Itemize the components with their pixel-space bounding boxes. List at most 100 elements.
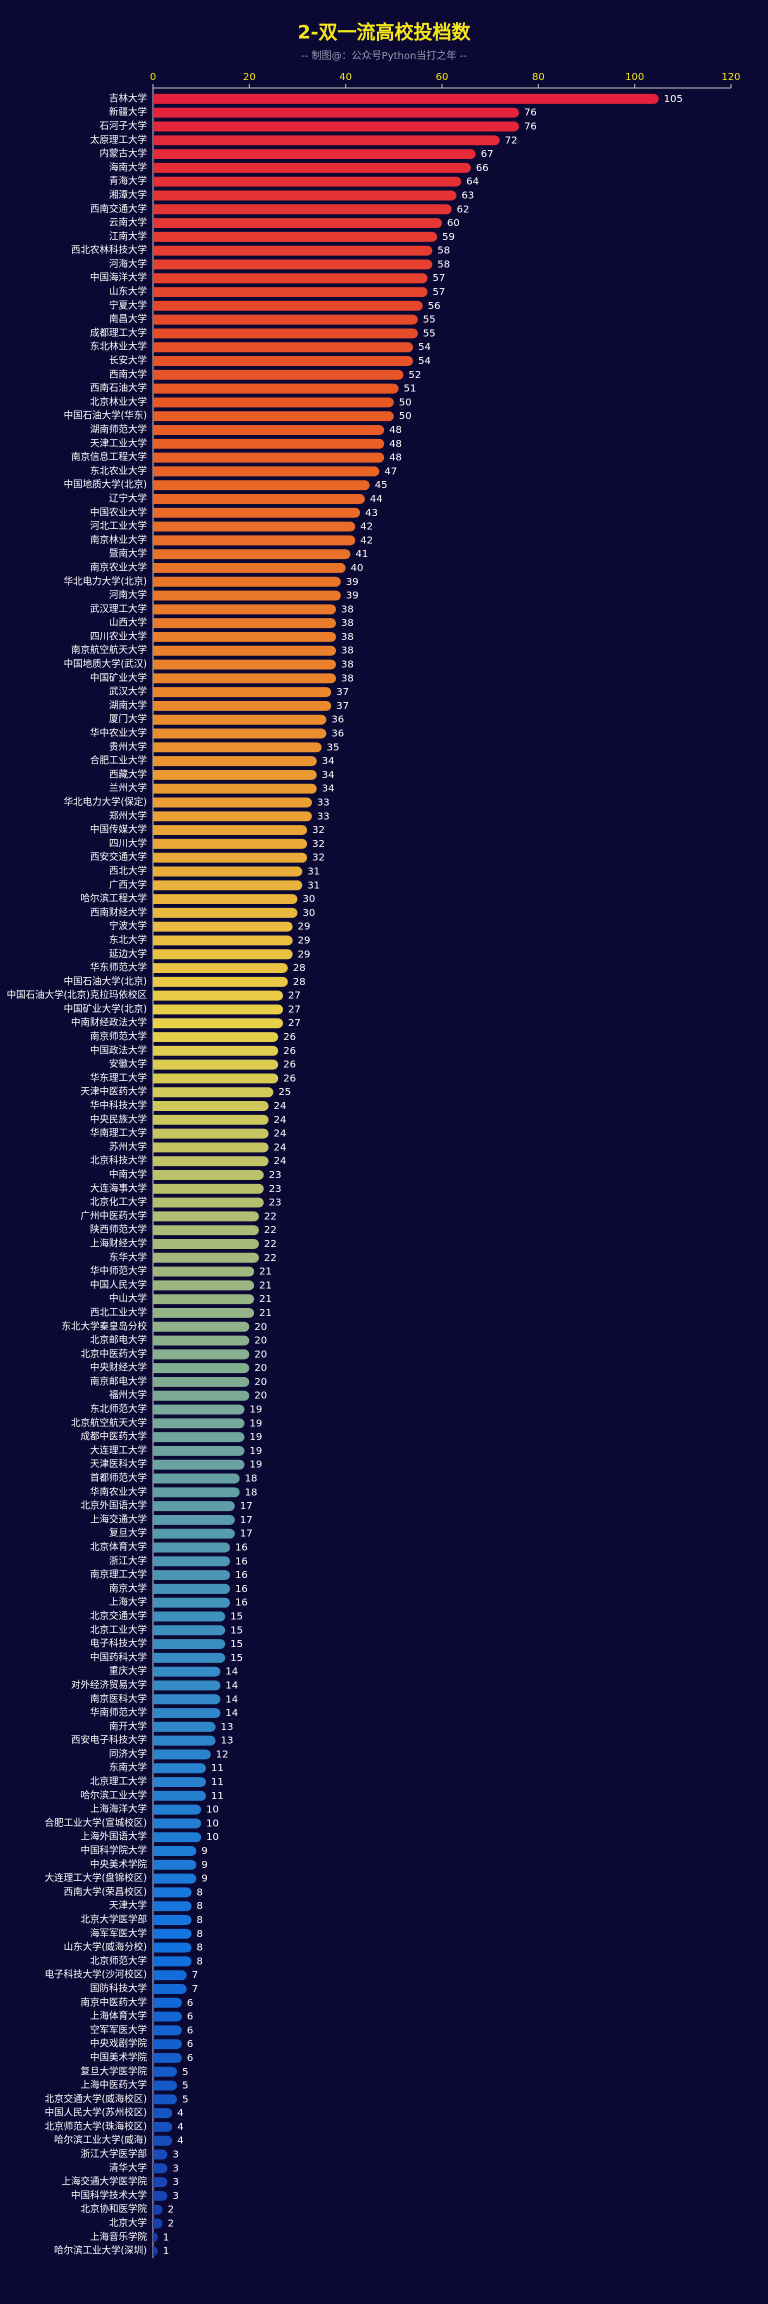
bar: [153, 190, 457, 201]
bar: [153, 2094, 178, 2105]
y-tick-label: 南开大学: [109, 1720, 147, 1732]
value-label: 27: [288, 1018, 301, 1029]
bar: [153, 245, 433, 256]
y-tick-label: 中南财经政法大学: [71, 1017, 147, 1029]
y-tick-label: 北京外国语大学: [80, 1500, 147, 1512]
y-tick-label: 南京师范大学: [90, 1031, 147, 1043]
y-tick-label: 东北林业大学: [90, 341, 147, 353]
value-label: 44: [370, 494, 383, 505]
y-tick-label: 中央民族大学: [90, 1113, 147, 1125]
bar: [153, 1846, 197, 1856]
bar: [153, 176, 462, 187]
value-label: 14: [225, 1667, 238, 1678]
bar: [153, 259, 433, 270]
value-label: 28: [293, 977, 306, 988]
bar: [153, 1639, 226, 1650]
y-tick-label: 合肥工业大学(宣城校区): [45, 1817, 147, 1829]
bar: [153, 438, 385, 449]
y-tick-label: 湖南师范大学: [90, 424, 147, 436]
y-tick-label: 中国矿业大学(北京): [64, 1003, 147, 1015]
value-label: 59: [442, 232, 455, 243]
bar: [153, 2066, 178, 2077]
y-tick-label: 清华大学: [109, 2162, 147, 2174]
value-label: 2: [168, 2219, 174, 2230]
y-tick-label: 大连海事大学: [90, 1182, 147, 1194]
y-tick-label: 暨南大学: [109, 548, 147, 560]
y-tick-label: 上海体育大学: [90, 2010, 147, 2022]
y-tick-label: 对外经济贸易大学: [71, 1679, 147, 1691]
bar: [153, 1404, 245, 1415]
value-label: 24: [274, 1101, 287, 1112]
value-label: 63: [461, 190, 474, 201]
y-tick-label: 湘潭大学: [109, 189, 147, 201]
bar: [153, 1252, 259, 1263]
y-tick-label: 北京中医药大学: [80, 1348, 147, 1360]
y-tick-label: 华南师范大学: [90, 1707, 147, 1719]
y-tick-label: 北京工业大学: [90, 1624, 147, 1636]
bar: [153, 1542, 231, 1553]
value-label: 20: [254, 1336, 267, 1347]
y-tick-label: 中国地质大学(武汉): [64, 658, 147, 670]
bar: [153, 1432, 245, 1443]
y-tick-label: 成都理工大学: [90, 327, 147, 339]
x-tick-label: 20: [243, 72, 256, 83]
bar: [153, 1873, 197, 1884]
bar: [153, 287, 428, 298]
y-tick-label: 西南大学: [109, 368, 147, 380]
y-tick-label: 大连理工大学(盘锦校区): [45, 1872, 147, 1884]
bar: [153, 2039, 182, 2050]
value-label: 3: [172, 2191, 178, 2202]
bar: [153, 300, 423, 311]
value-label: 11: [211, 1791, 224, 1802]
value-label: 51: [404, 384, 417, 395]
value-label: 58: [437, 259, 450, 270]
value-label: 16: [235, 1598, 248, 1609]
bar: [153, 714, 327, 725]
value-label: 4: [177, 2136, 183, 2147]
y-tick-label: 中央美术学院: [90, 1858, 148, 1870]
y-tick-label: 华东师范大学: [90, 962, 147, 974]
value-label: 26: [283, 1032, 296, 1043]
bar: [153, 1611, 226, 1622]
value-label: 62: [457, 204, 470, 215]
y-tick-label: 西安电子科技大学: [71, 1734, 147, 1746]
value-label: 105: [664, 94, 683, 105]
value-label: 41: [355, 549, 368, 560]
bar: [153, 1694, 221, 1705]
bar: [153, 1018, 284, 1029]
bar: [153, 1487, 240, 1498]
y-tick-label: 中国传媒大学: [90, 824, 147, 836]
y-tick-label: 中国矿业大学: [90, 672, 147, 684]
value-label: 27: [288, 1004, 301, 1015]
value-label: 5: [182, 2081, 188, 2092]
value-label: 45: [375, 480, 388, 491]
y-tick-label: 河海大学: [109, 258, 147, 270]
value-label: 6: [187, 2025, 193, 2036]
bar: [153, 1832, 202, 1843]
bar: [153, 218, 442, 229]
value-label: 31: [307, 866, 320, 877]
bar: [153, 1101, 269, 1111]
bar: [153, 728, 327, 739]
bar: [153, 1708, 221, 1719]
bar: [153, 949, 293, 960]
bar: [153, 549, 351, 560]
value-label: 38: [341, 673, 354, 684]
value-label: 9: [201, 1860, 207, 1871]
value-label: 2: [168, 2205, 174, 2216]
y-tick-label: 东华大学: [109, 1251, 147, 1263]
value-label: 55: [423, 315, 436, 326]
y-tick-label: 北京师范大学: [90, 1955, 147, 1967]
y-tick-label: 南京信息工程大学: [71, 451, 147, 463]
y-tick-label: 西南大学(荣昌校区): [64, 1886, 147, 1898]
y-tick-label: 青海大学: [109, 175, 147, 187]
value-label: 32: [312, 839, 325, 850]
value-label: 4: [177, 2108, 183, 2119]
y-tick-label: 山东大学(威海分校): [64, 1941, 147, 1953]
y-tick-label: 天津医科大学: [90, 1458, 147, 1470]
value-label: 22: [264, 1225, 277, 1236]
value-label: 30: [303, 908, 316, 919]
value-label: 9: [201, 1874, 207, 1885]
x-tick-label: 40: [339, 72, 352, 83]
bar: [153, 1735, 216, 1746]
